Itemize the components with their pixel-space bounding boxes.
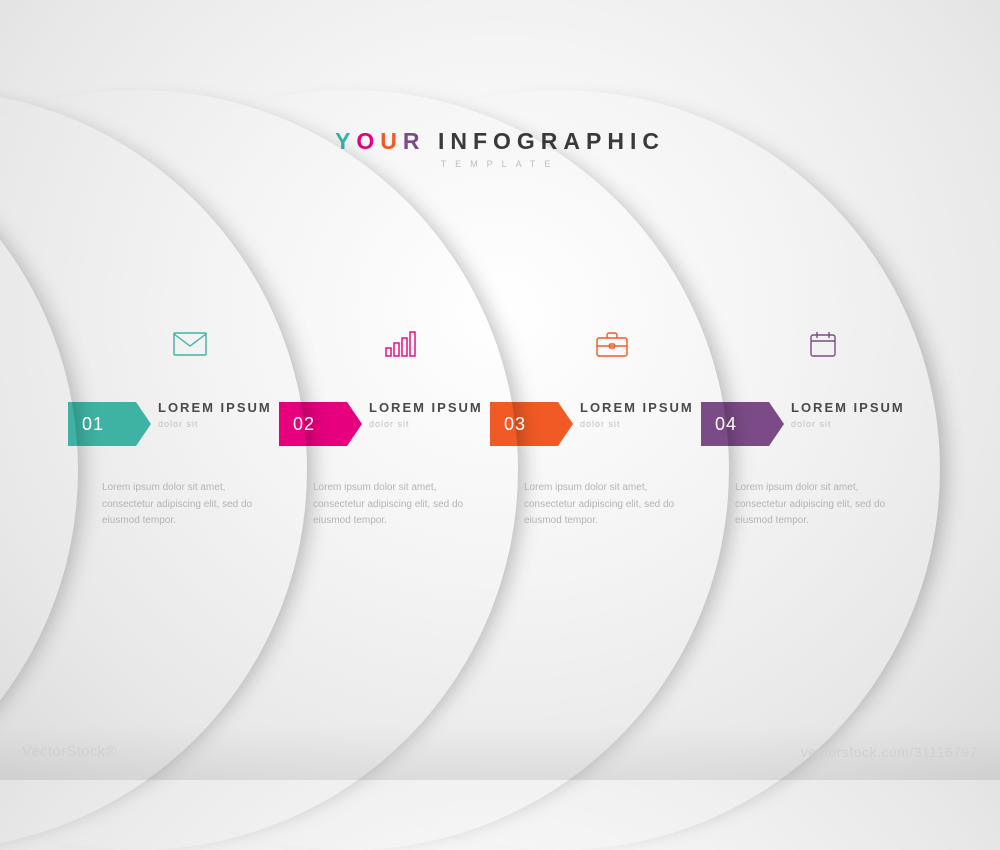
steps-strip: 01 LOREM IPSUM dolor sit Lorem ipsum dol… [78,320,922,620]
step-heading: LOREM IPSUM [791,400,905,415]
title-char-4: R [403,128,426,154]
step-number: 02 [293,414,315,435]
title-char-1: Y [335,128,356,154]
step-badge-1: 01 [68,402,136,446]
step-4: 04 LOREM IPSUM dolor sit Lorem ipsum dol… [711,320,922,620]
subtitle: TEMPLATE [0,159,1000,169]
step-subheading: dolor sit [369,419,483,429]
step-2: 02 LOREM IPSUM dolor sit Lorem ipsum dol… [289,320,500,620]
bar-chart-icon [381,328,421,360]
step-3: 03 LOREM IPSUM dolor sit Lorem ipsum dol… [500,320,711,620]
step-number: 01 [82,414,104,435]
briefcase-icon [592,328,632,360]
title-char-2: O [356,128,380,154]
step-subheading: dolor sit [791,419,905,429]
step-number: 03 [504,414,526,435]
watermark-left: VectorStock® [22,743,117,760]
step-subheading: dolor sit [580,419,694,429]
step-head-2: LOREM IPSUM dolor sit [369,400,483,429]
step-heading: LOREM IPSUM [580,400,694,415]
step-badge-4: 04 [701,402,769,446]
title-block: YOUR INFOGRAPHIC TEMPLATE [0,128,1000,169]
step-heading: LOREM IPSUM [369,400,483,415]
step-badge-2: 02 [279,402,347,446]
arc-divider [0,90,78,850]
step-head-1: LOREM IPSUM dolor sit [158,400,272,429]
main-title: YOUR INFOGRAPHIC [0,128,1000,155]
step-body: Lorem ipsum dolor sit amet, consectetur … [102,480,270,530]
step-1: 01 LOREM IPSUM dolor sit Lorem ipsum dol… [78,320,289,620]
calendar-icon [803,328,843,360]
step-badge-3: 03 [490,402,558,446]
step-subheading: dolor sit [158,419,272,429]
watermark-right: vectorstock.com/31116797 [801,744,978,760]
step-body: Lorem ipsum dolor sit amet, consectetur … [313,480,481,530]
title-char-3: U [380,128,403,154]
step-head-4: LOREM IPSUM dolor sit [791,400,905,429]
title-word2: INFOGRAPHIC [438,128,665,154]
step-body: Lorem ipsum dolor sit amet, consectetur … [524,480,692,530]
step-number: 04 [715,414,737,435]
arc-divider [0,90,307,850]
step-body: Lorem ipsum dolor sit amet, consectetur … [735,480,903,530]
step-heading: LOREM IPSUM [158,400,272,415]
step-head-3: LOREM IPSUM dolor sit [580,400,694,429]
mail-icon [170,328,210,360]
